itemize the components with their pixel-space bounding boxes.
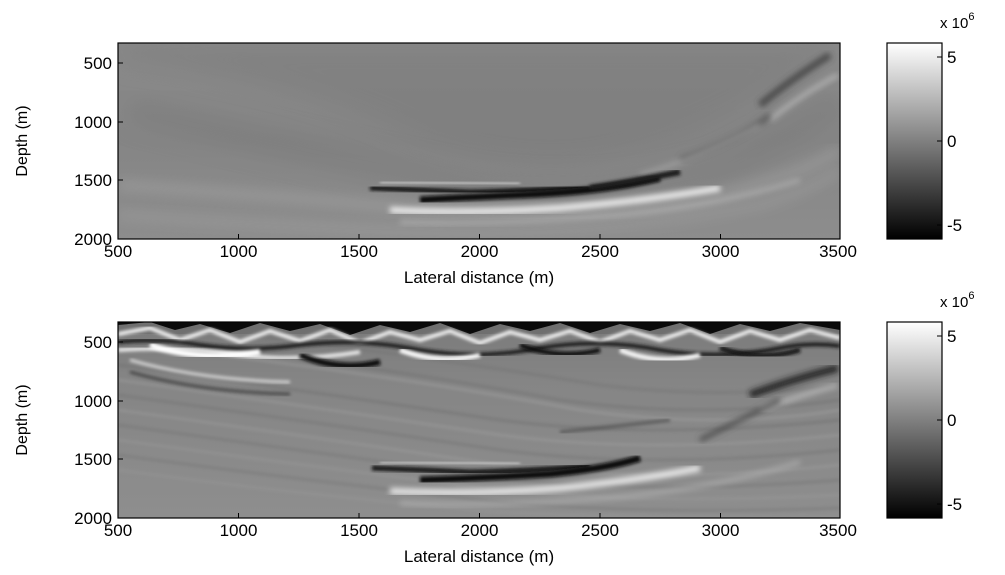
bottom-near-surface-noise [118, 322, 840, 396]
top-y-tick-label: 1500 [74, 171, 112, 190]
top-y-tick-label: 500 [84, 54, 112, 73]
top-x-tick-label: 2500 [581, 242, 619, 261]
top-seismic-image [118, 43, 840, 239]
bottom-x-tick-label: 2500 [581, 521, 619, 540]
top-colorbar-tick: 0 [947, 132, 956, 151]
bottom-x-tick-label: 2000 [461, 521, 499, 540]
bottom-colorbar-multiplier: x 106 [940, 290, 974, 311]
top-x-tick-label: 500 [104, 242, 132, 261]
bottom-y-tick-labels: 500 1000 1500 2000 [74, 333, 112, 528]
bottom-y-tick-label: 500 [84, 333, 112, 352]
top-colorbar-multiplier: x 106 [940, 11, 974, 32]
top-y-tick-label: 2000 [74, 230, 112, 249]
bottom-colorbar-gradient [886, 321, 943, 519]
bottom-colorbar: 5 0 -5 x 106 [886, 290, 974, 519]
bottom-colorbar-tick: 0 [947, 411, 956, 430]
top-x-tick-labels: 500 1000 1500 2000 2500 3000 3500 [104, 242, 857, 261]
bottom-x-tick-label: 3000 [702, 521, 740, 540]
top-colorbar-tick: 5 [947, 48, 956, 67]
bottom-ticks [117, 341, 841, 519]
bottom-colorbar-tick: 5 [947, 327, 956, 346]
bottom-x-tick-label: 3500 [819, 521, 857, 540]
top-y-tick-labels: 500 1000 1500 2000 [74, 54, 112, 249]
bottom-colorbar-tick: -5 [947, 495, 962, 514]
top-x-tick-label: 1500 [340, 242, 378, 261]
bottom-panel: 500 1000 1500 2000 500 1000 1500 2000 25… [14, 290, 974, 566]
bottom-colorbar-tick-labels: 5 0 -5 [947, 327, 962, 514]
bottom-x-tick-label: 500 [104, 521, 132, 540]
top-panel: 500 1000 1500 2000 500 1000 1500 2000 25… [14, 11, 974, 287]
bottom-y-axis-label: Depth (m) [14, 384, 31, 455]
top-colorbar: 5 0 -5 x 106 [886, 11, 974, 240]
top-x-tick-label: 3000 [702, 242, 740, 261]
top-colorbar-gradient [886, 42, 943, 240]
top-x-tick-label: 3500 [819, 242, 857, 261]
top-x-tick-label: 2000 [461, 242, 499, 261]
bottom-x-tick-label: 1000 [220, 521, 258, 540]
bottom-y-tick-label: 2000 [74, 509, 112, 528]
top-y-axis-label: Depth (m) [14, 105, 31, 176]
bottom-x-tick-label: 1500 [340, 521, 378, 540]
bottom-x-tick-labels: 500 1000 1500 2000 2500 3000 3500 [104, 521, 857, 540]
top-y-tick-label: 1000 [74, 113, 112, 132]
bottom-seismic-image [118, 322, 840, 518]
bottom-y-tick-label: 1500 [74, 450, 112, 469]
bottom-x-axis-label: Lateral distance (m) [404, 547, 554, 566]
bottom-y-tick-label: 1000 [74, 392, 112, 411]
top-x-axis-label: Lateral distance (m) [404, 268, 554, 287]
top-colorbar-tick: -5 [947, 216, 962, 235]
top-colorbar-tick-labels: 5 0 -5 [947, 48, 962, 235]
top-x-tick-label: 1000 [220, 242, 258, 261]
top-ticks [117, 62, 841, 240]
